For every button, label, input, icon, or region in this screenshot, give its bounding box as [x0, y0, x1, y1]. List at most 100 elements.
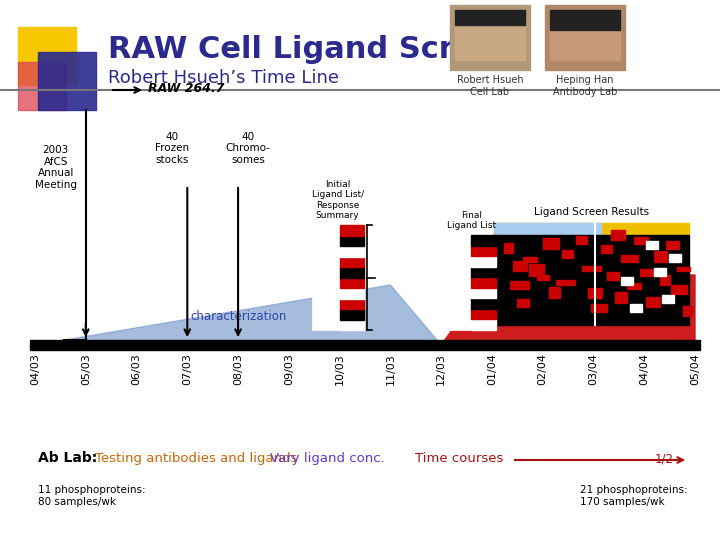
Text: Dual Ligand Screen: Dual Ligand Screen: [526, 299, 662, 312]
Bar: [341, 278, 364, 288]
Bar: [494, 235, 689, 325]
Bar: [562, 250, 572, 258]
Bar: [550, 10, 620, 60]
Bar: [678, 267, 690, 271]
Bar: [471, 298, 496, 309]
Text: RAW Cell Ligand Screen: RAW Cell Ligand Screen: [108, 36, 517, 64]
Bar: [601, 245, 611, 253]
Text: Time courses: Time courses: [415, 452, 503, 465]
Bar: [18, 62, 66, 110]
Text: 05/04: 05/04: [690, 353, 700, 385]
Bar: [631, 303, 642, 312]
Bar: [341, 299, 364, 309]
Bar: [471, 320, 496, 330]
Bar: [471, 256, 496, 267]
Text: 40
Chromo-
somes: 40 Chromo- somes: [225, 132, 271, 165]
Text: 05/03: 05/03: [81, 353, 91, 384]
Bar: [654, 267, 666, 275]
Bar: [471, 288, 496, 298]
Bar: [662, 294, 674, 302]
Polygon shape: [35, 285, 441, 345]
Bar: [341, 267, 364, 278]
Bar: [576, 235, 587, 244]
Bar: [543, 238, 559, 248]
Bar: [607, 272, 619, 280]
Bar: [670, 254, 681, 262]
Bar: [18, 27, 76, 85]
Text: 08/03: 08/03: [233, 353, 243, 385]
Text: 03/04: 03/04: [588, 353, 598, 385]
Bar: [494, 223, 601, 235]
Bar: [660, 274, 670, 285]
Bar: [588, 288, 602, 298]
Text: 10/03: 10/03: [335, 353, 345, 384]
Text: Final
Ligand List: Final Ligand List: [446, 211, 495, 230]
Bar: [446, 235, 471, 330]
Bar: [646, 297, 660, 307]
Bar: [312, 225, 341, 330]
Bar: [549, 287, 560, 298]
Text: Heping Han
Antibody Lab: Heping Han Antibody Lab: [553, 75, 617, 97]
Bar: [646, 240, 658, 248]
Bar: [615, 292, 627, 302]
Bar: [683, 306, 692, 316]
Text: 06/03: 06/03: [132, 353, 142, 384]
Text: 40
Frozen
stocks: 40 Frozen stocks: [156, 132, 189, 165]
Bar: [341, 309, 364, 320]
Text: 04/04: 04/04: [639, 353, 649, 385]
Bar: [518, 299, 528, 307]
Bar: [671, 285, 687, 294]
Text: 11/03: 11/03: [385, 353, 395, 384]
Bar: [523, 258, 537, 262]
Bar: [510, 281, 529, 289]
Bar: [455, 10, 525, 60]
Bar: [471, 309, 496, 320]
Text: Robert Hsueh’s Time Line: Robert Hsueh’s Time Line: [108, 69, 339, 87]
Bar: [545, 5, 625, 70]
Bar: [529, 264, 544, 275]
Bar: [550, 10, 620, 30]
Text: 04/03: 04/03: [30, 353, 40, 385]
Bar: [30, 340, 700, 350]
Bar: [513, 261, 527, 271]
Bar: [634, 237, 648, 244]
Bar: [471, 277, 496, 288]
Text: 07/03: 07/03: [182, 353, 192, 385]
Text: 01/04: 01/04: [487, 353, 497, 385]
Text: Robert Hsueh
Cell Lab: Robert Hsueh Cell Lab: [456, 75, 523, 97]
Text: Ab Lab:: Ab Lab:: [38, 451, 97, 465]
Text: Ligand Screen Results: Ligand Screen Results: [534, 207, 649, 217]
Bar: [341, 225, 364, 235]
Polygon shape: [441, 275, 695, 345]
Text: 21 phosphoproteins:
170 samples/wk: 21 phosphoproteins: 170 samples/wk: [580, 485, 688, 507]
Bar: [341, 256, 364, 267]
Text: 09/03: 09/03: [284, 353, 294, 385]
Bar: [611, 230, 625, 240]
Bar: [341, 235, 364, 246]
Bar: [341, 246, 364, 256]
Text: RAW 264.7: RAW 264.7: [148, 83, 225, 96]
Text: Initial
Ligand List/
Response
Summary: Initial Ligand List/ Response Summary: [312, 180, 364, 220]
Bar: [471, 235, 496, 246]
Bar: [537, 275, 549, 280]
Bar: [665, 241, 678, 248]
Bar: [621, 276, 633, 285]
Text: 2003
AfCS
Annual
Meeting: 2003 AfCS Annual Meeting: [35, 145, 77, 190]
Bar: [494, 223, 689, 235]
Bar: [654, 251, 667, 262]
Text: 12/03: 12/03: [436, 353, 446, 385]
Bar: [640, 268, 656, 275]
Bar: [450, 5, 530, 70]
Bar: [455, 10, 525, 25]
Text: Testing antibodies and ligands: Testing antibodies and ligands: [95, 452, 297, 465]
Text: 1/2: 1/2: [655, 452, 674, 465]
Bar: [626, 283, 642, 289]
Bar: [471, 267, 496, 277]
Text: 02/04: 02/04: [538, 353, 548, 385]
Bar: [582, 266, 600, 271]
Bar: [621, 255, 638, 262]
Bar: [38, 52, 96, 110]
Text: Vary ligand conc.: Vary ligand conc.: [270, 452, 384, 465]
Bar: [341, 320, 364, 330]
Bar: [341, 288, 364, 299]
